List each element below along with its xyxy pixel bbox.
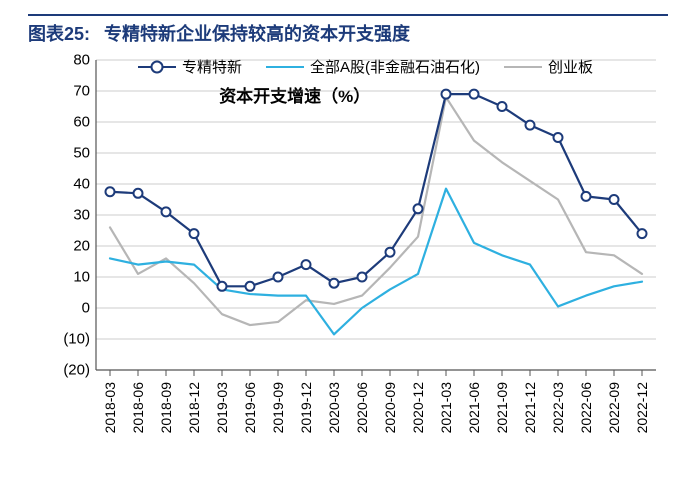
x-tick-label: 2019-09 (270, 382, 286, 433)
x-tick-label: 2021-12 (522, 382, 538, 433)
x-tick-label: 2022-06 (578, 382, 594, 433)
x-tick-label: 2022-03 (550, 382, 566, 433)
x-tick-label: 2022-09 (606, 382, 622, 433)
figure-number: 图表25: (28, 20, 90, 46)
figure-title: 专精特新企业保持较高的资本开支强度 (104, 20, 410, 46)
x-tick-label: 2021-09 (494, 382, 510, 433)
figure-title-row: 图表25: 专精特新企业保持较高的资本开支强度 (28, 14, 668, 46)
x-tick-label: 2020-03 (326, 382, 342, 433)
x-tick-label: 2021-06 (466, 382, 482, 433)
x-tick-label: 2021-03 (438, 382, 454, 433)
x-tick-label: 2020-09 (382, 382, 398, 433)
x-tick-label: 2018-06 (130, 382, 146, 433)
plot-svg (28, 52, 668, 372)
chart-area: 专精特新全部A股(非金融石油石化)创业板 资本开支增速（%） (20)(10)0… (28, 52, 668, 482)
x-tick-label: 2020-06 (354, 382, 370, 433)
x-tick-label: 2018-12 (186, 382, 202, 433)
figure-container: 图表25: 专精特新企业保持较高的资本开支强度 专精特新全部A股(非金融石油石化… (0, 0, 700, 501)
x-tick-label: 2019-03 (214, 382, 230, 433)
x-tick-label: 2019-06 (242, 382, 258, 433)
x-tick-label: 2022-12 (634, 382, 650, 433)
x-tick-label: 2020-12 (410, 382, 426, 433)
x-tick-label: 2018-03 (102, 382, 118, 433)
x-tick-label: 2018-09 (158, 382, 174, 433)
x-tick-label: 2019-12 (298, 382, 314, 433)
